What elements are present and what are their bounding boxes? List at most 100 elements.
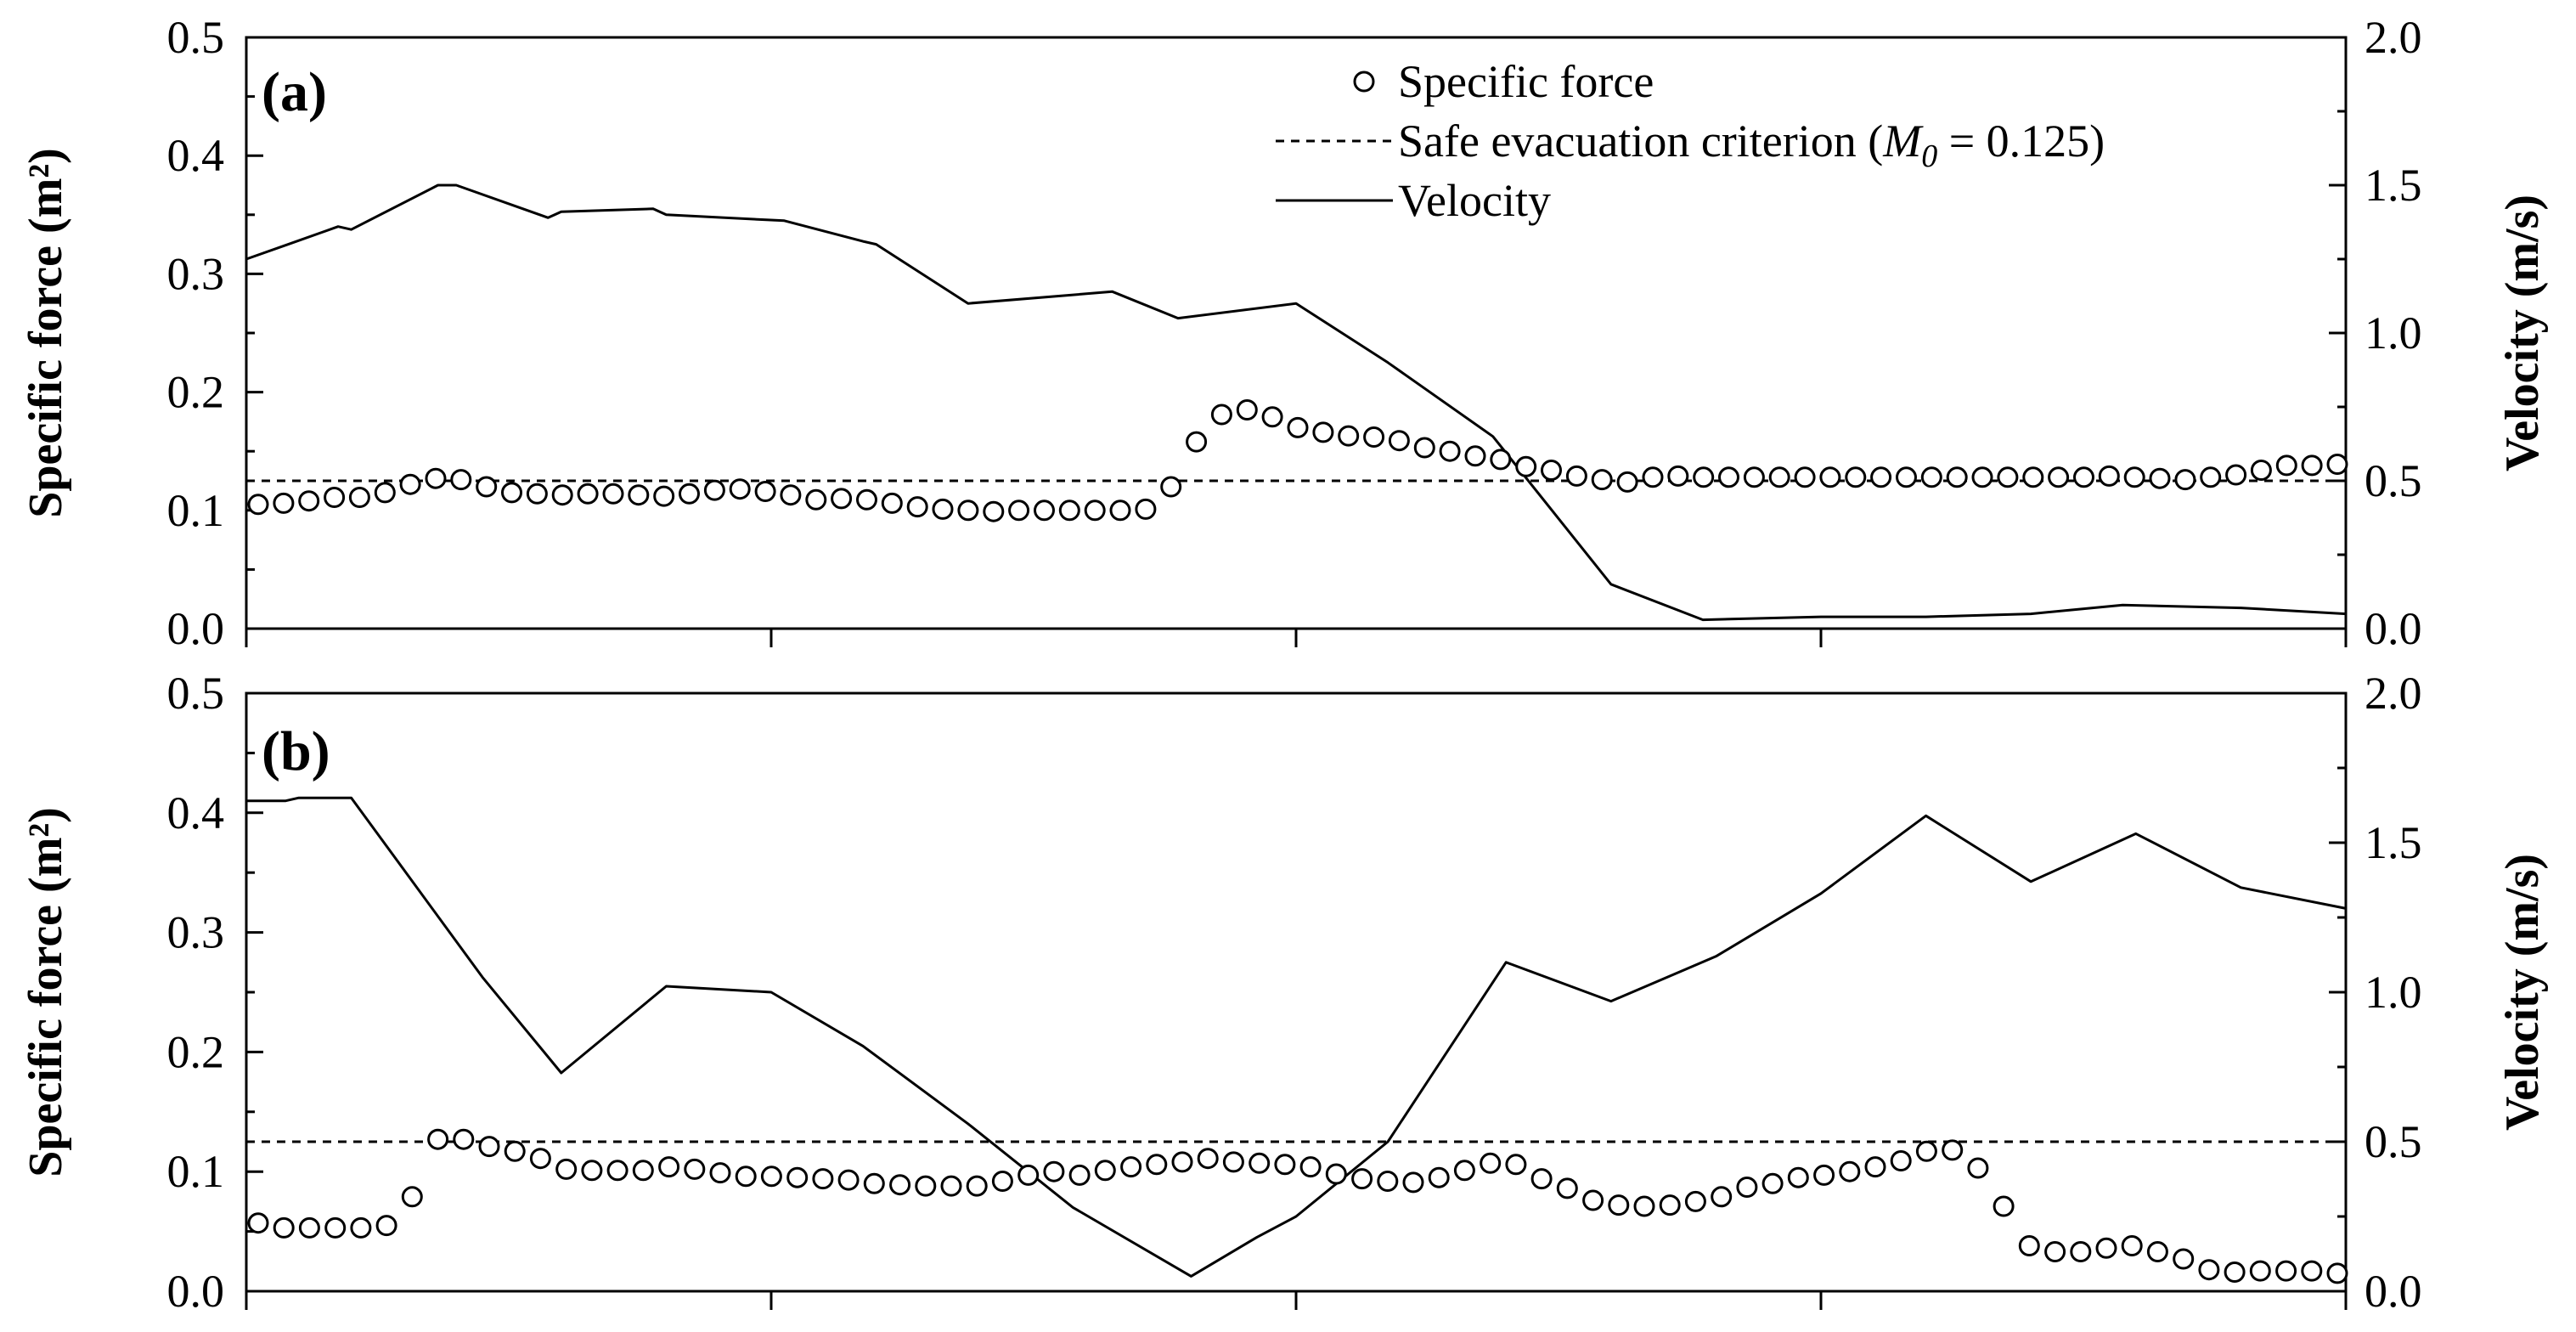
panel-b-force-point-11: [529, 1148, 551, 1170]
panel-b-force-point-30: [1017, 1164, 1040, 1186]
panel-b-force-point-15: [632, 1160, 654, 1182]
panel-a-force-point-58: [1718, 466, 1739, 488]
panel-b-force-point-68: [1993, 1195, 2015, 1217]
panel-a-force-point-4: [348, 487, 370, 508]
panel-b-force-point-27: [940, 1175, 962, 1197]
panel-b-force-point-76: [2198, 1259, 2220, 1281]
panel-a-force-point-60: [1768, 466, 1790, 488]
panel-b-force-point-17: [684, 1158, 706, 1180]
panel-b-force-point-9: [478, 1136, 500, 1158]
panel-a-right-tick-label-2: 1.0: [2365, 308, 2422, 358]
panel-b-label: (b): [262, 720, 330, 782]
legend: Specific force Safe evacuation criterion…: [1276, 56, 2105, 226]
panel-a-force-point-21: [780, 484, 802, 506]
panel-a-force-point-22: [805, 488, 827, 511]
panel-a-force-point-35: [1135, 498, 1157, 520]
panel-a-force-point-48: [1464, 445, 1486, 467]
panel-a-force-point-20: [754, 481, 776, 502]
panel-b-right-axis-title: Velocity (m/s): [2496, 854, 2549, 1131]
panel-a-left-tick-label-0: 0.0: [167, 603, 225, 654]
panel-b-force-point-14: [606, 1160, 628, 1182]
panel-a-force-point-64: [1870, 466, 1892, 488]
panel-b-force-point-7: [427, 1128, 449, 1150]
panel-b-force-point-65: [1915, 1140, 1937, 1162]
panel-b-force-point-80: [2301, 1260, 2323, 1282]
panel-a-force-point-71: [2048, 466, 2070, 488]
panel-a-force-point-74: [2123, 466, 2145, 488]
panel-b-force-point-25: [889, 1174, 911, 1196]
panel-a-force-point-29: [983, 500, 1005, 522]
legend-criterion-sub: 0: [1921, 138, 1937, 174]
panel-a-force-point-79: [2250, 460, 2272, 481]
panel-b-force-point-18: [709, 1162, 731, 1184]
panel-b-force-point-45: [1402, 1171, 1424, 1194]
panel-a-force-point-47: [1439, 440, 1461, 462]
panel-b-force-point-19: [735, 1166, 757, 1188]
panel-a-force-point-81: [2301, 454, 2323, 477]
panel-b-left-tick-label-4: 0.4: [167, 787, 225, 838]
panel-a-force-point-6: [399, 473, 421, 495]
panel-a-force-point-41: [1287, 416, 1309, 438]
panel-a-force-point-70: [2022, 466, 2044, 488]
panel-b-force-point-55: [1659, 1194, 1681, 1216]
panel-b-force-point-46: [1428, 1166, 1450, 1188]
panel-a-force-point-33: [1084, 500, 1106, 522]
panel-a-force-point-15: [628, 484, 650, 506]
panel-a-force-point-40: [1261, 406, 1283, 428]
panel-b-force-point-40: [1274, 1154, 1296, 1176]
panel-b-force-point-16: [658, 1156, 680, 1178]
panel-a-force-point-23: [831, 488, 853, 510]
panel-a-left-axis-title: Specific force (m²): [20, 148, 72, 518]
panel-a-force-point-45: [1388, 430, 1410, 452]
panel-a-force-point-2: [298, 490, 320, 512]
panel-b-force-point-5: [375, 1215, 397, 1237]
panel-b-force-point-34: [1120, 1156, 1142, 1178]
panel-b-force-point-81: [2326, 1262, 2348, 1284]
panel-b-force-point-1: [273, 1216, 295, 1239]
panel-a-force-point-51: [1541, 460, 1562, 481]
panel-a-force-point-63: [1845, 466, 1867, 488]
panel-a-force-point-7: [425, 467, 447, 489]
legend-criterion-prefix: Safe evacuation criterion (: [1398, 116, 1883, 166]
panel-b-force-point-48: [1480, 1152, 1502, 1174]
panel-b-force-point-57: [1711, 1186, 1733, 1208]
panel-a-force-point-39: [1236, 399, 1258, 420]
panel-b-force-point-62: [1839, 1160, 1861, 1182]
panel-a-force-point-14: [602, 483, 624, 505]
panel-a-force-point-78: [2225, 464, 2247, 486]
panel-a-label: (a): [262, 61, 327, 123]
panel-b-force-point-67: [1967, 1157, 1989, 1179]
panel-a-force-point-50: [1515, 455, 1537, 477]
panel-a-force-point-43: [1338, 425, 1360, 447]
panel-a-force-point-16: [653, 485, 675, 507]
panel-a-force-point-13: [577, 483, 599, 505]
panel-b-force-point-51: [1556, 1177, 1578, 1199]
panel-b-force-point-4: [350, 1216, 372, 1239]
panel-b-left-tick-label-5: 0.5: [167, 668, 225, 719]
panel-b-force-point-79: [2275, 1260, 2297, 1282]
legend-label-specific-force: Specific force: [1398, 56, 1654, 107]
panel-b-force-point-58: [1736, 1177, 1758, 1198]
panel-b-force-point-6: [401, 1186, 423, 1208]
panel-a-force-point-31: [1034, 500, 1055, 522]
panel-b-right-tick-label-3: 1.5: [2365, 817, 2422, 868]
panel-a-right-tick-label-3: 1.5: [2365, 160, 2422, 211]
panel-a-force-point-3: [324, 487, 346, 508]
panel-b-force-point-56: [1684, 1190, 1706, 1212]
legend-label-velocity: Velocity: [1398, 175, 1551, 226]
panel-b-force-point-12: [555, 1158, 578, 1180]
panel-b-force-point-23: [837, 1169, 860, 1191]
panel-a-force-point-72: [2073, 466, 2094, 488]
panel-a-force-point-67: [1946, 466, 1968, 488]
panel-a-force-point-30: [1008, 500, 1030, 522]
panel-a-force-point-54: [1616, 471, 1638, 493]
panel-b-force-point-63: [1864, 1156, 1886, 1178]
panel-b-force-point-24: [863, 1172, 885, 1194]
panel-a-force-point-82: [2326, 454, 2348, 475]
panel-a-force-point-76: [2174, 469, 2196, 491]
panel-a-left-tick-label-3: 0.3: [167, 248, 225, 299]
panel-b-force-point-70: [2044, 1241, 2066, 1262]
panel-b-left-axis-title: Specific force (m²): [20, 807, 72, 1177]
panel-a-force-point-17: [679, 483, 700, 505]
